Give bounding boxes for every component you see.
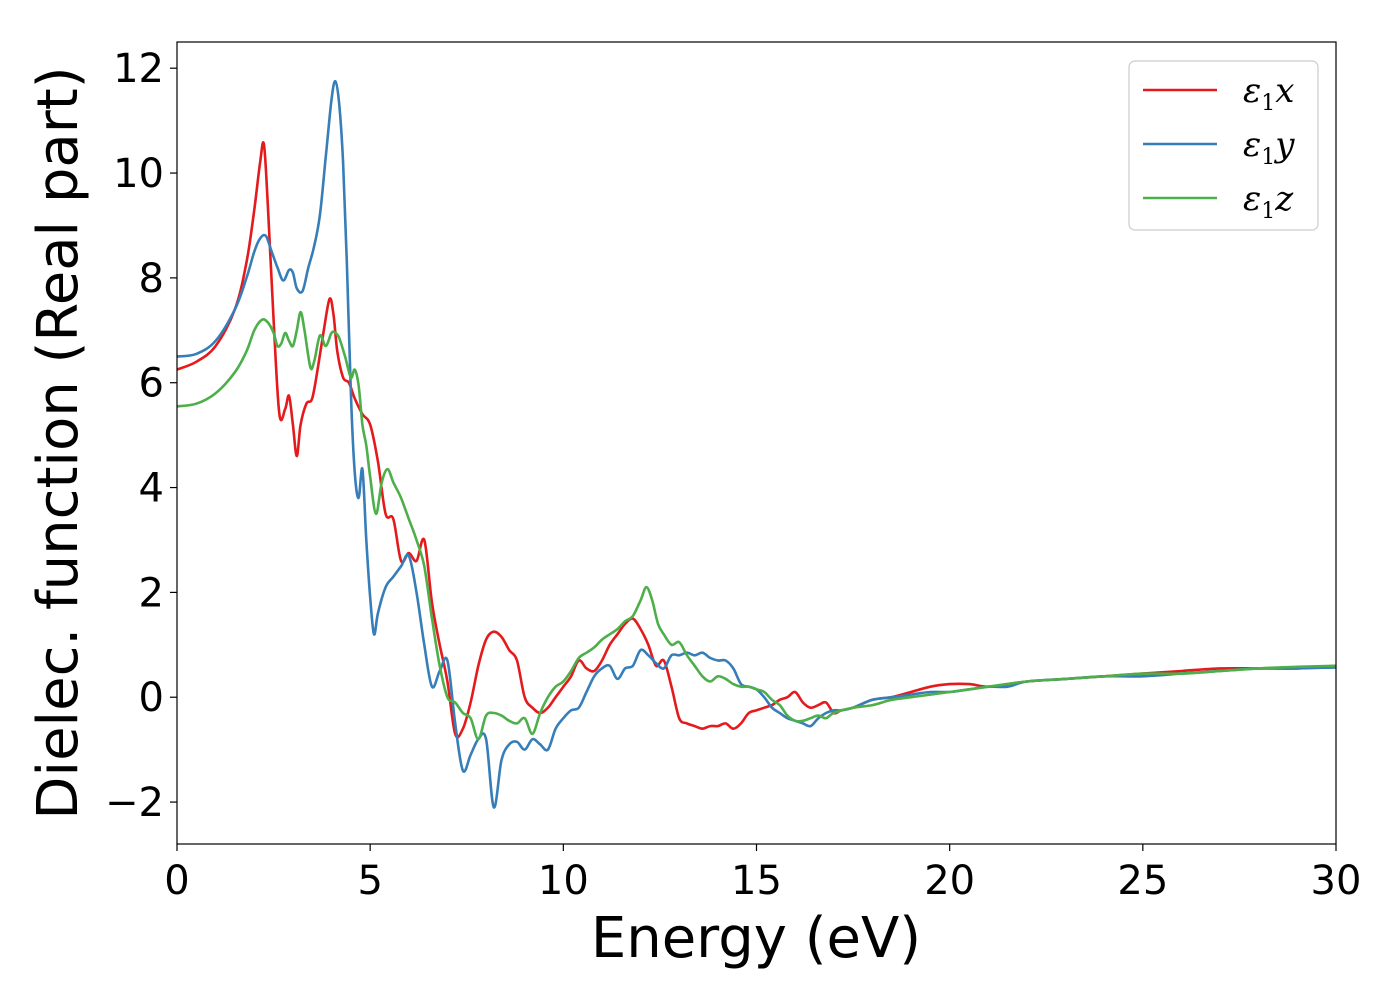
y-tick-label: 2 (139, 570, 164, 616)
legend-label-y: ε1y (1243, 125, 1295, 170)
x-tick-label: 30 (1311, 858, 1362, 904)
legend-label-z: ε1z (1243, 179, 1294, 224)
x-tick-label: 5 (357, 858, 382, 904)
legend: ε1x ε1y ε1z (1128, 60, 1319, 231)
y-tick-label: 10 (113, 151, 164, 197)
x-tick-label: 10 (538, 858, 589, 904)
y-tick-label: 8 (139, 256, 164, 302)
series-line-x (176, 141, 1337, 739)
x-tick-label: 15 (731, 858, 782, 904)
y-tick-label: 0 (139, 675, 164, 721)
x-tick-label: 0 (164, 858, 189, 904)
y-tick-label: −2 (105, 780, 164, 826)
y-axis-title: Dielec. function (Real part) (26, 66, 91, 819)
x-tick-label: 25 (1117, 858, 1168, 904)
legend-label-x: ε1x (1243, 71, 1294, 116)
legend-box (1128, 60, 1319, 231)
x-axis-title: Energy (eV) (591, 906, 921, 971)
y-axis-ticks: −2 0 2 4 6 8 10 12 (105, 46, 177, 826)
y-tick-label: 4 (139, 466, 164, 512)
y-tick-label: 6 (139, 361, 164, 407)
x-tick-label: 20 (924, 858, 975, 904)
y-tick-label: 12 (113, 46, 164, 92)
x-axis-ticks: 0 5 10 15 20 25 30 (164, 844, 1361, 904)
series-line-z (176, 310, 1337, 741)
series-layer (176, 79, 1337, 809)
